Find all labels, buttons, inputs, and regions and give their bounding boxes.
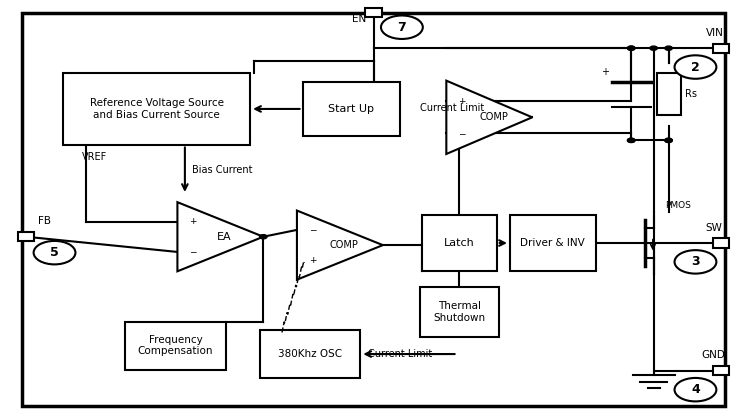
Text: Rs: Rs: [685, 89, 697, 99]
Text: Start Up: Start Up: [328, 104, 374, 114]
Text: +: +: [189, 217, 196, 226]
Text: −: −: [189, 248, 196, 256]
Circle shape: [260, 235, 267, 239]
Text: 7: 7: [397, 21, 406, 34]
Bar: [713, 238, 729, 248]
Bar: [713, 44, 729, 53]
Text: FB: FB: [38, 216, 51, 226]
Bar: [713, 366, 729, 375]
Text: Thermal
Shutdown: Thermal Shutdown: [433, 301, 486, 323]
Text: −: −: [458, 129, 465, 138]
Circle shape: [665, 138, 672, 142]
Text: −: −: [309, 225, 316, 234]
Bar: [509, 215, 595, 272]
Circle shape: [627, 138, 635, 142]
Text: 380Khz OSC: 380Khz OSC: [278, 349, 342, 359]
Text: Frequency
Compensation: Frequency Compensation: [137, 335, 214, 357]
Text: COMP: COMP: [329, 240, 359, 250]
Circle shape: [665, 138, 672, 142]
Text: 5: 5: [50, 246, 59, 259]
Text: Current Limit: Current Limit: [420, 103, 485, 113]
Bar: [420, 287, 499, 337]
Text: Driver & INV: Driver & INV: [521, 238, 585, 248]
Polygon shape: [178, 202, 263, 272]
Bar: [63, 73, 250, 145]
Bar: [365, 8, 382, 17]
Text: 2: 2: [691, 60, 700, 74]
Text: COMP: COMP: [479, 112, 508, 122]
Polygon shape: [447, 80, 532, 154]
Bar: [18, 232, 34, 241]
Circle shape: [34, 241, 75, 264]
Text: 3: 3: [691, 255, 700, 269]
Bar: [260, 330, 360, 378]
Circle shape: [381, 16, 423, 39]
Text: SW: SW: [705, 222, 722, 233]
Text: Bias Current: Bias Current: [193, 165, 252, 175]
Text: 4: 4: [691, 383, 700, 396]
Bar: [303, 82, 400, 136]
Text: Reference Voltage Source
and Bias Current Source: Reference Voltage Source and Bias Curren…: [90, 98, 224, 120]
Text: +: +: [458, 97, 465, 106]
Circle shape: [627, 138, 635, 142]
Text: Current Limit: Current Limit: [368, 349, 433, 359]
Text: EA: EA: [217, 232, 232, 242]
Bar: [125, 322, 226, 370]
Circle shape: [665, 46, 672, 50]
Bar: [657, 73, 681, 115]
Circle shape: [650, 46, 657, 50]
Circle shape: [627, 46, 635, 50]
Circle shape: [627, 46, 635, 50]
Text: EN: EN: [352, 14, 366, 24]
Text: VIN: VIN: [706, 28, 724, 38]
Text: VREF: VREF: [82, 152, 108, 162]
Polygon shape: [297, 211, 383, 280]
Circle shape: [675, 55, 716, 79]
Text: +: +: [601, 67, 609, 77]
Text: GND: GND: [701, 350, 725, 360]
Text: Latch: Latch: [444, 238, 475, 248]
Circle shape: [675, 378, 716, 401]
Text: +: +: [309, 256, 316, 265]
Text: PMOS: PMOS: [665, 201, 691, 210]
Bar: [422, 215, 497, 272]
Circle shape: [675, 250, 716, 274]
